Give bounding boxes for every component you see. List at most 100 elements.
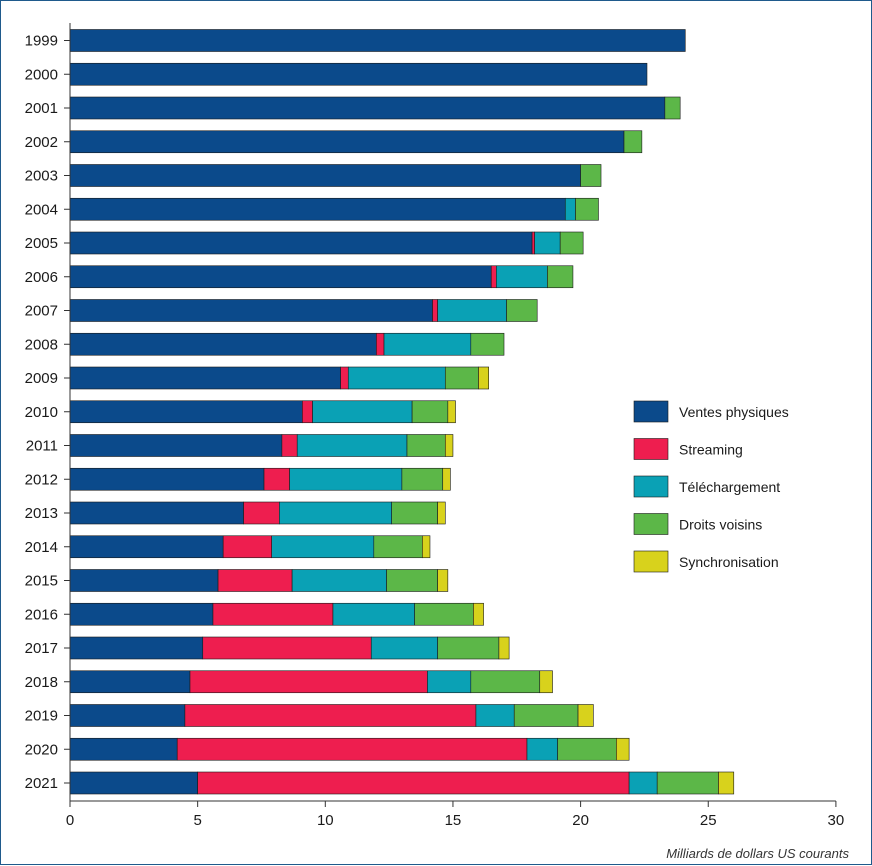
- bar-2018-series-0: [69, 670, 191, 694]
- bar-2013-series-4: [437, 501, 446, 525]
- y-tick-label-2010: 2010: [25, 404, 58, 421]
- legend-label-4: Synchronisation: [679, 554, 779, 570]
- bar-2002-series-0: [69, 130, 625, 154]
- legend-swatch-4: [633, 550, 669, 573]
- bar-2011-series-0: [69, 434, 283, 457]
- y-tick-label-2003: 2003: [25, 168, 58, 185]
- bar-2020-series-1: [176, 737, 528, 761]
- legend-label-0: Ventes physiques: [679, 404, 789, 420]
- bar-2008-series-3: [470, 332, 505, 356]
- bar-2013-series-3: [391, 501, 438, 525]
- year-labels-group: 1999 2000 2001 2002 2003 2004 2005 2006 2007 2008…: [25, 33, 70, 792]
- bar-2019-series-1: [184, 704, 477, 727]
- legend-swatch-1: [633, 438, 669, 460]
- bar-2019-series-2: [475, 704, 515, 727]
- y-tick-label-2004: 2004: [25, 201, 58, 218]
- bar-2004-series-2: [564, 197, 576, 221]
- y-tick-label-2006: 2006: [25, 269, 58, 286]
- y-tick-label-2000: 2000: [25, 66, 58, 83]
- bar-2009-series-3: [444, 366, 479, 390]
- y-tick-label-2007: 2007: [25, 303, 58, 320]
- bar-2021-series-4: [718, 771, 735, 795]
- x-tick-label-10: 10: [317, 812, 334, 829]
- bar-2010-series-0: [69, 400, 303, 424]
- y-tick-label-2012: 2012: [25, 471, 58, 488]
- bar-2009-series-1: [340, 366, 349, 390]
- bar-2018-series-3: [470, 670, 541, 694]
- bar-2020-series-2: [526, 737, 558, 761]
- x-tick-label-0: 0: [66, 812, 74, 829]
- bar-2009-series-4: [478, 366, 489, 390]
- bar-2009-series-0: [69, 366, 341, 390]
- y-tick-label-2001: 2001: [25, 100, 58, 117]
- y-tick-label-2013: 2013: [25, 505, 58, 522]
- bar-2018-series-2: [427, 670, 472, 694]
- y-tick-label-2017: 2017: [25, 640, 58, 657]
- bar-2010-series-1: [302, 400, 313, 424]
- x-tick-label-5: 5: [193, 812, 201, 829]
- bar-2003-series-3: [580, 164, 602, 187]
- bar-2010-series-3: [411, 400, 449, 424]
- bar-2005-series-3: [559, 231, 584, 255]
- x-ticks-group: 0 5 10 15 20 25 30: [66, 801, 844, 829]
- y-tick-label-2016: 2016: [25, 606, 58, 623]
- x-tick-label-20: 20: [572, 812, 589, 829]
- bar-2021-series-3: [656, 771, 719, 795]
- bar-2014-series-3: [373, 535, 423, 559]
- bar-2017-series-2: [370, 636, 438, 660]
- legend-label-3: Droits voisins: [679, 517, 762, 533]
- bar-2008-series-2: [383, 332, 472, 356]
- bar-2016-series-4: [473, 602, 484, 626]
- y-tick-label-2014: 2014: [25, 539, 58, 556]
- bar-2005-series-1: [531, 231, 535, 255]
- bar-2008-series-1: [376, 332, 385, 356]
- bar-2018-series-4: [539, 670, 553, 694]
- bar-2002-series-3: [623, 130, 643, 154]
- bar-2010-series-4: [447, 400, 456, 424]
- y-tick-label-2019: 2019: [25, 708, 58, 725]
- legend-swatch-0: [633, 400, 669, 423]
- bar-2014-series-0: [69, 535, 224, 559]
- bar-2018-series-1: [189, 670, 428, 694]
- legend-label-1: Streaming: [679, 442, 743, 458]
- bar-2014-series-2: [271, 535, 375, 559]
- bar-2001-series-3: [664, 96, 681, 120]
- x-tick-label-30: 30: [828, 812, 845, 829]
- bar-2012-series-3: [401, 467, 444, 491]
- bar-2003-series-0: [69, 164, 581, 187]
- bar-2019-series-0: [69, 704, 186, 727]
- y-tick-label-2005: 2005: [25, 235, 58, 252]
- bar-2011-series-3: [406, 434, 446, 457]
- bar-2015-series-2: [291, 569, 387, 592]
- bar-2007-series-0: [69, 299, 433, 322]
- bar-2010-series-2: [312, 400, 413, 424]
- bar-2004-series-3: [575, 197, 599, 221]
- bar-2011-series-4: [444, 434, 454, 457]
- y-tick-label-2009: 2009: [25, 370, 58, 387]
- bar-2019-series-4: [577, 704, 594, 727]
- bars-group: [69, 29, 735, 795]
- bar-2014-series-4: [422, 535, 431, 559]
- bar-2013-series-0: [69, 501, 244, 525]
- bar-2006-series-0: [69, 265, 492, 289]
- x-tick-label-15: 15: [445, 812, 462, 829]
- bar-2021-series-0: [69, 771, 198, 795]
- legend-swatch-3: [633, 513, 669, 535]
- legend-swatch-2: [633, 475, 669, 498]
- bar-2006-series-3: [547, 265, 574, 289]
- y-tick-label-2020: 2020: [25, 741, 58, 758]
- bar-2016-series-1: [212, 602, 334, 626]
- y-tick-label-2021: 2021: [25, 775, 58, 792]
- bar-2006-series-2: [496, 265, 548, 289]
- legend-label-2: Téléchargement: [679, 479, 780, 495]
- bar-2017-series-4: [498, 636, 510, 660]
- bar-2015-series-0: [69, 569, 219, 592]
- bar-2021-series-2: [628, 771, 658, 795]
- bar-2016-series-0: [69, 602, 214, 626]
- bar-2021-series-1: [197, 771, 630, 795]
- bar-2009-series-2: [347, 366, 446, 390]
- bar-2019-series-3: [513, 704, 579, 727]
- bar-2020-series-4: [616, 737, 630, 761]
- bar-2020-series-3: [557, 737, 617, 761]
